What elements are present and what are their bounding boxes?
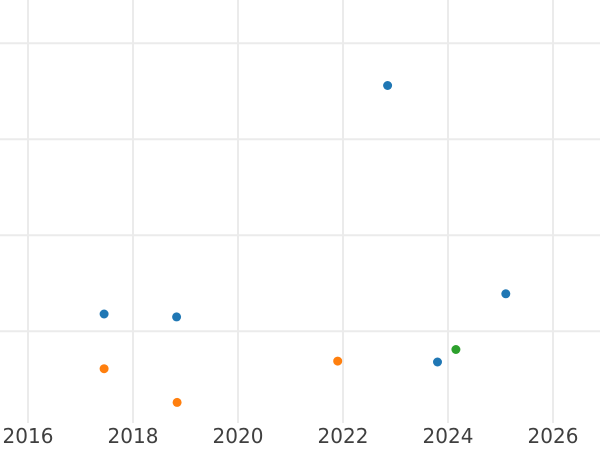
x-tick-label: 2016 bbox=[3, 424, 54, 448]
data-point-series-orange bbox=[172, 397, 182, 407]
x-tick-label: 2026 bbox=[528, 424, 579, 448]
data-point-series-blue bbox=[501, 289, 511, 299]
x-tick-label: 2018 bbox=[108, 424, 159, 448]
data-point-series-orange bbox=[99, 364, 109, 374]
x-tick-label: 2024 bbox=[423, 424, 474, 448]
data-point-series-blue bbox=[433, 357, 442, 367]
data-point-series-orange bbox=[333, 356, 343, 366]
data-point-series-blue bbox=[383, 81, 393, 90]
data-point-series-green bbox=[451, 345, 461, 354]
data-point-series-blue bbox=[99, 309, 109, 319]
x-tick-label: 2020 bbox=[213, 424, 264, 448]
data-point-series-blue bbox=[172, 312, 182, 322]
x-tick-label: 2022 bbox=[318, 424, 369, 448]
